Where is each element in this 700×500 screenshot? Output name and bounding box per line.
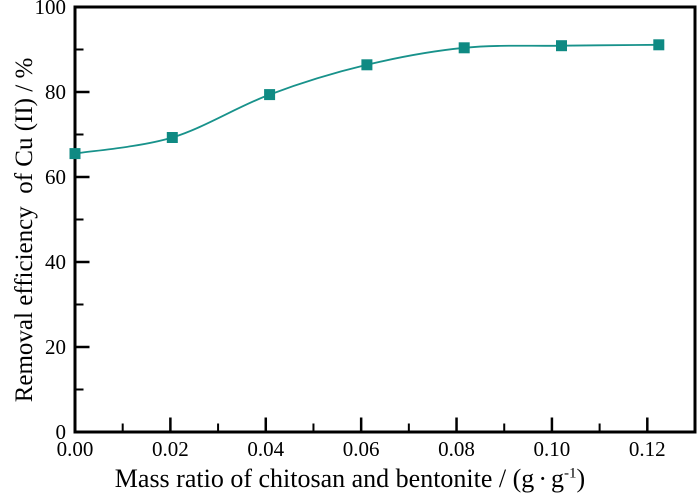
x-axis-title-text: Mass ratio of chitosan and bentonite / (… bbox=[114, 464, 535, 493]
data-point-marker bbox=[361, 59, 373, 71]
x-axis-title-unit: g bbox=[550, 464, 564, 493]
data-point-marker bbox=[653, 39, 665, 51]
x-tick-label: 0.06 bbox=[343, 437, 380, 461]
x-tick-label: 0.08 bbox=[438, 437, 475, 461]
middle-dot: · bbox=[538, 464, 547, 493]
y-axis-title: Removal efficiency of Cu (II) / % bbox=[11, 57, 38, 403]
y-tick-label: 80 bbox=[45, 80, 66, 104]
data-point-marker bbox=[264, 89, 276, 101]
x-tick-label: 0.10 bbox=[534, 437, 571, 461]
data-point-marker bbox=[458, 42, 470, 54]
y-tick-label: 40 bbox=[45, 250, 66, 274]
x-tick-label: 0.00 bbox=[57, 437, 94, 461]
y-tick-label: 100 bbox=[35, 0, 67, 19]
data-point-marker bbox=[166, 132, 178, 143]
y-tick-label: 60 bbox=[45, 165, 66, 189]
data-point-marker bbox=[69, 148, 81, 160]
x-axis-title-close-paren: ) bbox=[576, 464, 586, 493]
plot-area: 0.00 0.02 0.04 0.06 0.08 0.10 0.12 0 20 40 60 80 100 bbox=[35, 0, 697, 461]
x-axis-title: Mass ratio of chitosan and bentonite / (… bbox=[0, 464, 700, 494]
plot-frame bbox=[73, 5, 697, 434]
x-tick-label: 0.04 bbox=[247, 437, 284, 461]
data-point-marker bbox=[556, 40, 567, 52]
y-tick-label: 20 bbox=[45, 335, 66, 359]
x-tick-label: 0.12 bbox=[629, 437, 666, 461]
x-tick-label: 0.02 bbox=[152, 437, 189, 461]
y-tick-label: 0 bbox=[56, 420, 67, 444]
x-axis-title-superscript: -1 bbox=[563, 465, 577, 482]
